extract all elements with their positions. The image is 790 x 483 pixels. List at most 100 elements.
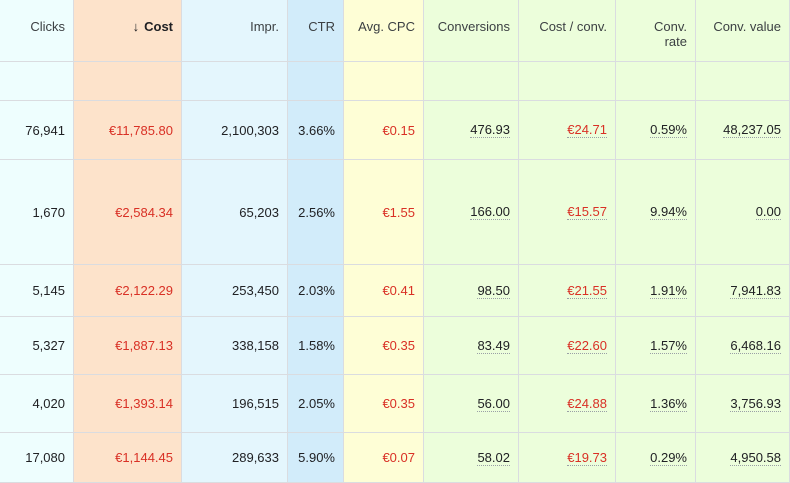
table-cell-conv-rate: 1.57% xyxy=(616,317,696,375)
cell-value: 3.66% xyxy=(298,122,335,138)
table-cell-conversions: 58.02 xyxy=(424,433,519,483)
cell-value: €0.35 xyxy=(382,396,415,411)
cell-value: 2.03% xyxy=(298,283,335,298)
table-cell-conv-value: 7,941.83 xyxy=(696,265,790,317)
cell-value: 1,670 xyxy=(32,204,65,220)
table-cell-clicks: 76,941 xyxy=(0,101,74,160)
cell-value: €0.07 xyxy=(382,450,415,465)
cell-value: 83.49 xyxy=(477,337,510,354)
table-cell-clicks: 5,145 xyxy=(0,265,74,317)
table-cell-conversions: 98.50 xyxy=(424,265,519,317)
table-cell-cost: €1,144.45 xyxy=(74,433,182,483)
column-header-label: Avg. CPC xyxy=(358,19,415,34)
blank-cell xyxy=(344,62,424,101)
table-cell-avg-cpc: €0.35 xyxy=(344,317,424,375)
table-cell-cost-conv: €21.55 xyxy=(519,265,616,317)
column-header-ctr[interactable]: CTR xyxy=(288,0,344,62)
table-cell-clicks: 1,670 xyxy=(0,160,74,265)
table-cell-cost-conv: €24.88 xyxy=(519,375,616,433)
cell-value: €24.71 xyxy=(567,122,607,138)
cell-value: 4,020 xyxy=(32,396,65,411)
cell-value: 5,327 xyxy=(32,338,65,353)
cell-value: €1,887.13 xyxy=(115,338,173,353)
blank-cell xyxy=(696,62,790,101)
table-cell-avg-cpc: €1.55 xyxy=(344,160,424,265)
table-cell-conv-rate: 0.59% xyxy=(616,101,696,160)
cell-value: €15.57 xyxy=(567,204,607,220)
column-header-label: Clicks xyxy=(30,19,65,34)
table-cell-avg-cpc: €0.15 xyxy=(344,101,424,160)
cell-value: €0.35 xyxy=(382,338,415,353)
table-cell-cost-conv: €24.71 xyxy=(519,101,616,160)
table-cell-conv-value: 3,756.93 xyxy=(696,375,790,433)
cell-value: 2,100,303 xyxy=(221,122,279,138)
column-header-label: Impr. xyxy=(250,19,279,34)
column-header-conv-value[interactable]: Conv. value xyxy=(696,0,790,62)
column-header-cost-conv[interactable]: Cost / conv. xyxy=(519,0,616,62)
cell-value: 0.59% xyxy=(650,122,687,138)
cell-value: 1.91% xyxy=(650,282,687,299)
column-header-avg-cpc[interactable]: Avg. CPC xyxy=(344,0,424,62)
cell-value: 65,203 xyxy=(239,204,279,220)
table-cell-cost: €1,393.14 xyxy=(74,375,182,433)
column-header-label: Cost xyxy=(144,19,173,34)
blank-cell xyxy=(74,62,182,101)
table-cell-ctr: 2.03% xyxy=(288,265,344,317)
cell-value: 338,158 xyxy=(232,338,279,353)
table-cell-impr: 65,203 xyxy=(182,160,288,265)
table-cell-impr: 2,100,303 xyxy=(182,101,288,160)
cell-value: 0.00 xyxy=(755,204,781,220)
column-header-conversions[interactable]: Conversions xyxy=(424,0,519,62)
column-header-label: Conversions xyxy=(437,19,510,34)
table-cell-cost: €2,122.29 xyxy=(74,265,182,317)
cell-value: 476.93 xyxy=(470,122,510,138)
column-header-conv-rate[interactable]: Conv. rate xyxy=(616,0,696,62)
table-cell-conv-value: 0.00 xyxy=(696,160,790,265)
cell-value: 48,237.05 xyxy=(723,122,781,138)
cell-value: €1.55 xyxy=(382,204,415,220)
table-cell-conv-rate: 1.91% xyxy=(616,265,696,317)
blank-cell xyxy=(288,62,344,101)
table-cell-ctr: 5.90% xyxy=(288,433,344,483)
table-cell-conv-rate: 0.29% xyxy=(616,433,696,483)
table-cell-conv-rate: 9.94% xyxy=(616,160,696,265)
table-cell-conv-value: 4,950.58 xyxy=(696,433,790,483)
cell-value: 253,450 xyxy=(232,283,279,298)
table-cell-clicks: 4,020 xyxy=(0,375,74,433)
column-header-clicks[interactable]: Clicks xyxy=(0,0,74,62)
column-header-label: CTR xyxy=(308,19,335,34)
cell-value: €22.60 xyxy=(567,337,607,354)
cell-value: 98.50 xyxy=(477,282,510,299)
cell-value: €11,785.80 xyxy=(108,122,173,138)
table-cell-conversions: 166.00 xyxy=(424,160,519,265)
table-cell-conversions: 56.00 xyxy=(424,375,519,433)
column-header-impr[interactable]: Impr. xyxy=(182,0,288,62)
table-cell-ctr: 1.58% xyxy=(288,317,344,375)
cell-value: €0.15 xyxy=(382,122,415,138)
cell-value: €1,393.14 xyxy=(115,396,173,411)
table-cell-cost-conv: €22.60 xyxy=(519,317,616,375)
table-cell-ctr: 3.66% xyxy=(288,101,344,160)
blank-cell xyxy=(182,62,288,101)
table-cell-ctr: 2.05% xyxy=(288,375,344,433)
blank-cell xyxy=(424,62,519,101)
cell-value: 6,468.16 xyxy=(730,337,781,354)
table-cell-ctr: 2.56% xyxy=(288,160,344,265)
cell-value: 289,633 xyxy=(232,450,279,465)
cell-value: 2.05% xyxy=(298,396,335,411)
table-cell-impr: 338,158 xyxy=(182,317,288,375)
blank-cell xyxy=(519,62,616,101)
cell-value: €24.88 xyxy=(567,395,607,412)
cell-value: €19.73 xyxy=(567,449,607,466)
cell-value: €21.55 xyxy=(567,282,607,299)
column-header-cost[interactable]: ↓ Cost xyxy=(74,0,182,62)
cell-value: 196,515 xyxy=(232,396,279,411)
column-header-label: Cost / conv. xyxy=(539,19,607,34)
blank-cell xyxy=(0,62,74,101)
table-cell-conv-value: 48,237.05 xyxy=(696,101,790,160)
column-header-label: Conv. rate xyxy=(654,19,687,49)
sort-down-arrow-icon: ↓ xyxy=(132,19,140,34)
table-cell-avg-cpc: €0.35 xyxy=(344,375,424,433)
cell-value: 7,941.83 xyxy=(730,282,781,299)
